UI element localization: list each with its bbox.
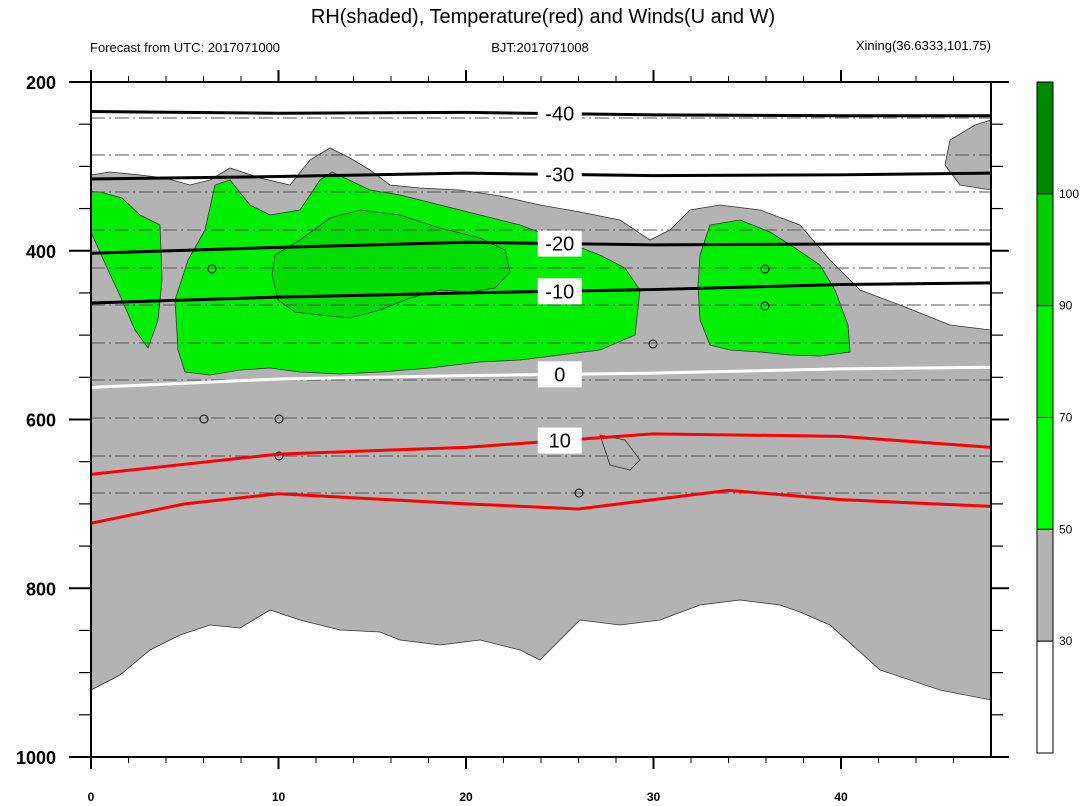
colorbar-box — [1036, 193, 1054, 307]
isotherm-label: -20 — [545, 234, 574, 256]
y-tick-label: 1000 — [16, 748, 56, 768]
y-axis: 200 400 600 800 1000 — [16, 73, 1009, 768]
chart-title: RH(shaded), Temperature(red) and Winds(U… — [311, 6, 775, 28]
isotherm-label-bg — [537, 361, 582, 388]
rh-region-green-inner — [271, 209, 511, 319]
y-tick-label: 200 — [26, 73, 56, 93]
colorbar-label: 30 — [1059, 634, 1073, 648]
x-tick-label: 10 — [272, 790, 286, 804]
y-tick-label: 800 — [26, 579, 56, 599]
isotherm-label: -40 — [545, 104, 574, 126]
x-tick-label: 20 — [459, 790, 473, 804]
isotherm-label: -30 — [545, 164, 574, 186]
x-tick-label: 30 — [647, 790, 661, 804]
wind-levels — [91, 117, 991, 494]
forecast-string: Forecast from UTC: 2017071000 — [90, 40, 280, 55]
isotherm-label: 0 — [554, 364, 565, 386]
isotherm-label-bg — [537, 278, 582, 305]
colorbar-box — [1036, 305, 1054, 418]
y-tick-label: 400 — [26, 242, 56, 262]
colorbar-box — [1036, 417, 1054, 530]
colorbar-box — [1036, 81, 1054, 195]
colorbar: 100 90 70 50 30 — [1036, 81, 1079, 754]
colorbar-label: 70 — [1059, 411, 1073, 425]
isotherm-label-bg — [537, 161, 582, 188]
colorbar-label: 90 — [1059, 299, 1073, 313]
bjt-string: BJT:2017071008 — [491, 40, 589, 55]
plot-area: -40 -30 -20 -10 0 10 — [91, 100, 991, 701]
isotherm-label: 10 — [549, 431, 571, 453]
isotherm-label-bg — [537, 427, 582, 454]
calm-wind-markers — [199, 264, 770, 498]
location-string: Xining(36.6333,101.75) — [856, 38, 991, 53]
rh-region-green — [697, 219, 851, 357]
isotherms: -40 -30 -20 -10 0 10 — [91, 100, 991, 525]
rh-region-gray — [599, 434, 641, 471]
x-axis: 0 10 20 30 40 — [88, 70, 954, 804]
isotherm-label-bg — [537, 230, 582, 257]
isotherm-line — [91, 488, 991, 525]
colorbar-box — [1036, 528, 1054, 642]
colorbar-label: 50 — [1059, 522, 1073, 536]
x-tick-label: 0 — [88, 790, 95, 804]
colorbar-label: 100 — [1059, 187, 1079, 201]
isotherm-label: -10 — [545, 281, 574, 303]
y-tick-label: 600 — [26, 411, 56, 431]
x-tick-label: 40 — [834, 790, 848, 804]
isotherm-label-bg — [537, 100, 582, 127]
colorbar-box — [1036, 640, 1054, 754]
